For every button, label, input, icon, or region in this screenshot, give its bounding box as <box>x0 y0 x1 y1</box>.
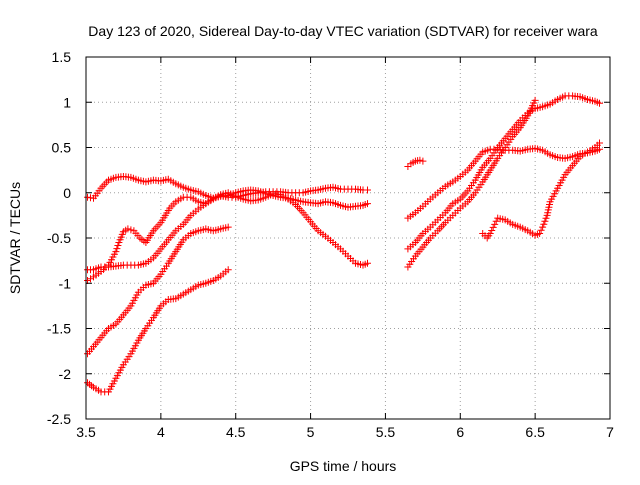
data-point <box>364 186 371 194</box>
data-points <box>84 92 603 396</box>
data-point <box>486 230 494 237</box>
x-tick-label: 6 <box>456 424 464 440</box>
data-point <box>224 223 232 231</box>
y-tick-label: -0.5 <box>47 230 71 246</box>
data-point <box>536 230 544 237</box>
y-tick-label: -1 <box>59 275 72 291</box>
data-point <box>542 214 550 222</box>
data-point <box>596 145 603 153</box>
data-point <box>540 220 548 228</box>
y-axis-label: SDTVAR / TECUs <box>7 182 23 294</box>
series-track-6 <box>404 156 427 170</box>
data-point <box>488 227 496 234</box>
data-point <box>364 200 371 208</box>
data-point <box>489 223 497 231</box>
y-tick-label: -2.5 <box>47 411 71 427</box>
data-point <box>596 139 603 147</box>
chart-title: Day 123 of 2020, Sidereal Day-to-day VTE… <box>88 23 598 39</box>
data-point <box>87 275 94 283</box>
y-tick-label: 1.5 <box>52 49 72 65</box>
x-axis-label: GPS time / hours <box>290 458 397 474</box>
y-tick-label: 0 <box>63 185 71 201</box>
x-tick-label: 4.5 <box>226 424 246 440</box>
x-tick-label: 3.5 <box>76 424 96 440</box>
data-point <box>539 223 547 231</box>
series-track-9 <box>404 96 539 271</box>
y-tick-label: 0.5 <box>52 140 72 156</box>
axes: 3.5 4 4.5 5 5.5 6 6.5 7 -2.5 -2 -1.5 -1 -0.5 0 0.5 1 1.5 <box>47 49 614 440</box>
x-tick-label: 5 <box>307 424 315 440</box>
data-point <box>124 225 132 233</box>
plot-frame <box>85 56 611 420</box>
data-point <box>491 220 499 228</box>
data-point <box>537 226 545 234</box>
y-tick-label: 1 <box>63 94 71 110</box>
series-track-5 <box>84 266 232 396</box>
series-track-3 <box>84 183 371 284</box>
data-point <box>416 156 424 164</box>
series-track-4 <box>84 223 232 358</box>
x-tick-label: 6.5 <box>525 424 545 440</box>
data-point <box>364 259 371 267</box>
x-tick-label: 4 <box>157 424 165 440</box>
data-point <box>112 248 120 256</box>
y-tick-label: -2 <box>59 366 72 382</box>
y-tick-label: -1.5 <box>47 321 71 337</box>
series-track-10 <box>479 139 603 242</box>
data-point <box>224 266 232 274</box>
x-tick-label: 7 <box>606 424 614 440</box>
data-point <box>596 99 603 107</box>
data-point <box>114 242 122 249</box>
data-point <box>127 226 135 234</box>
x-tick-label: 5.5 <box>376 424 396 440</box>
data-point <box>531 96 539 104</box>
data-point <box>541 217 549 225</box>
data-point <box>492 217 500 225</box>
data-point <box>419 157 427 165</box>
data-point <box>113 245 121 253</box>
